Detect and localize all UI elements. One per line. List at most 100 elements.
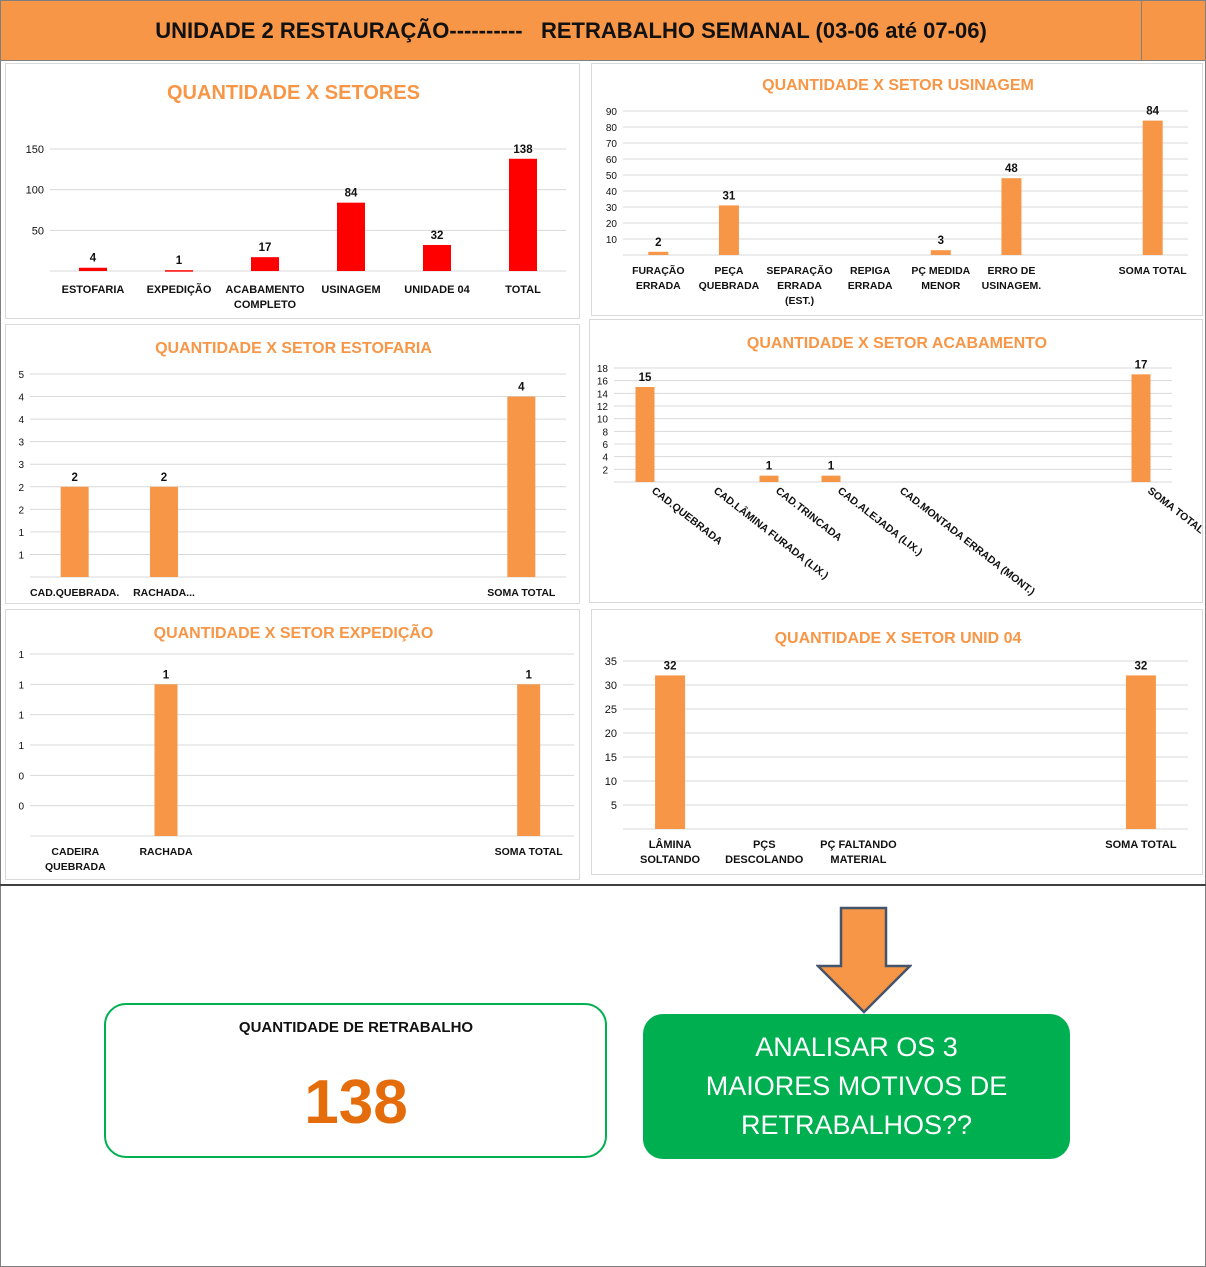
bar <box>507 396 536 577</box>
y-tick-label: 50 <box>606 171 618 182</box>
data-label: 1 <box>828 461 835 473</box>
x-tick-label: PÇS DESCOLANDO <box>725 839 804 866</box>
x-tick-label: SOMA TOTAL <box>495 846 564 858</box>
page-title: UNIDADE 2 RESTAURAÇÃO---------- RETRABAL… <box>155 18 987 43</box>
x-tick-label-line: SEPARAÇÃO <box>766 264 832 277</box>
chart-panel-usinagem: QUANTIDADE X SETOR USINAGEM 10 20 30 40 50 60 7… <box>591 63 1203 316</box>
data-label: 1 <box>525 669 532 681</box>
y-tick-label: 3 <box>18 460 24 471</box>
y-tick-label: 6 <box>602 440 608 451</box>
data-label: 32 <box>1135 660 1148 672</box>
x-tick-label: ERRO DE USINAGEM. <box>982 265 1042 292</box>
y-tick-label: 2 <box>18 505 24 516</box>
x-tick-label-line: CAD.QUEBRADA. <box>30 587 119 599</box>
bar <box>821 475 841 482</box>
x-tick-label-line: PÇS <box>753 839 776 851</box>
arrow-down-icon <box>816 906 912 1014</box>
x-tick-label-line: ACABAMENTO <box>225 284 305 296</box>
x-tick-label: SOMA TOTAL <box>1105 839 1177 851</box>
x-tick-label-line: TOTAL <box>505 284 541 296</box>
data-label: 2 <box>161 472 167 484</box>
chart-title: QUANTIDADE X SETOR UNID 04 <box>775 630 1022 647</box>
bar <box>648 251 669 255</box>
y-tick-label: 30 <box>605 680 617 692</box>
x-tick-label: SOMA TOTAL <box>1119 265 1188 277</box>
x-tick-label-line: SOMA TOTAL <box>1105 839 1177 851</box>
x-tick-label-line: SOMA TOTAL <box>1119 265 1188 277</box>
bar <box>150 486 178 577</box>
chart-title: QUANTIDADE X SETOR ESTOFARIA <box>155 340 432 357</box>
x-tick-label-line: ERRADA <box>636 280 681 292</box>
bar <box>517 684 541 836</box>
data-label: 15 <box>639 372 652 384</box>
x-tick-label-line: SOLTANDO <box>640 854 701 866</box>
bar <box>165 270 193 272</box>
bar <box>655 675 686 829</box>
y-tick-label: 150 <box>26 144 44 156</box>
data-label: 32 <box>431 230 444 242</box>
chart-acabamento: QUANTIDADE X SETOR ACABAMENTO24681012141… <box>597 335 1204 598</box>
y-tick-label: 50 <box>32 225 44 237</box>
x-tick-label-line: SOMA TOTAL <box>495 846 564 858</box>
y-tick-label: 1 <box>18 650 24 661</box>
header-bar: UNIDADE 2 RESTAURAÇÃO---------- RETRABAL… <box>0 0 1206 61</box>
action-callout: ANALISAR OS 3 MAIORES MOTIVOS DE RETRABA… <box>643 1014 1070 1159</box>
header-divider <box>1141 1 1142 61</box>
y-tick-label: 100 <box>26 185 44 197</box>
y-tick-label: 18 <box>597 364 609 375</box>
x-tick-label-line: ERRADA <box>777 280 822 292</box>
y-tick-label: 14 <box>597 389 609 400</box>
y-tick-label: 2 <box>602 465 608 476</box>
x-tick-label: FURAÇÃO ERRADA <box>632 264 685 292</box>
x-tick-label-line: MENOR <box>921 280 961 292</box>
y-tick-label: 0 <box>18 802 24 813</box>
bar <box>251 257 279 271</box>
x-tick-label: TOTAL <box>505 284 541 296</box>
bar <box>759 475 779 482</box>
y-tick-label: 1 <box>18 680 24 691</box>
x-tick-label-line: PEÇA <box>714 265 744 277</box>
x-tick-label-line: PÇ MEDIDA <box>911 265 970 277</box>
chart-panel-setores: QUANTIDADE X SETORES 50 100 150 4 ESTOFARIA 1 E… <box>5 63 580 319</box>
bar <box>337 202 365 271</box>
y-tick-label: 4 <box>18 415 24 426</box>
x-tick-label-line: (EST.) <box>785 295 814 307</box>
y-tick-label: 16 <box>597 377 609 388</box>
x-tick-label: USINAGEM <box>321 284 380 296</box>
chart-panel-expedicao: QUANTIDADE X SETOR EXPEDIÇÃO 0 0 1 1 1 1 CADEIR… <box>5 609 580 880</box>
y-tick-label: 12 <box>597 402 609 413</box>
data-label: 3 <box>938 235 944 247</box>
x-tick-label-line: ESTOFARIA <box>62 284 125 296</box>
x-tick-label-line: QUEBRADA <box>699 280 760 292</box>
x-tick-label: LÂMINA SOLTANDO <box>640 838 701 866</box>
bar <box>1142 120 1163 255</box>
x-tick-label-line: MATERIAL <box>830 854 886 866</box>
x-tick-label-line: USINAGEM <box>321 284 380 296</box>
y-tick-label: 25 <box>605 704 617 716</box>
chart-panel-acabamento: QUANTIDADE X SETOR ACABAMENTO 2 4 6 8 10 12 14 1… <box>589 319 1204 603</box>
data-label: 138 <box>513 144 533 156</box>
data-label: 17 <box>259 242 272 254</box>
y-tick-label: 5 <box>18 370 24 381</box>
y-tick-label: 15 <box>605 752 617 764</box>
data-label: 1 <box>766 461 773 473</box>
x-tick-label-line: DESCOLANDO <box>725 854 804 866</box>
x-tick-label: SEPARAÇÃO ERRADA (EST.) <box>766 264 832 307</box>
y-tick-label: 40 <box>606 187 618 198</box>
bar <box>930 250 951 255</box>
data-label: 2 <box>71 472 77 484</box>
x-tick-label: PÇ MEDIDA MENOR <box>911 265 970 292</box>
bar <box>154 684 178 836</box>
bar <box>718 205 739 255</box>
x-tick-label: UNIDADE 04 <box>404 284 470 296</box>
bar <box>423 244 451 271</box>
x-tick-label-line: USINAGEM. <box>982 280 1042 292</box>
x-tick-label: EXPEDIÇÃO <box>147 283 212 296</box>
x-tick-label-line: LÂMINA <box>649 838 692 851</box>
y-tick-label: 4 <box>18 393 24 404</box>
data-label: 1 <box>163 669 170 681</box>
y-tick-label: 5 <box>611 800 617 812</box>
data-label: 4 <box>518 382 525 394</box>
x-tick-label-line: COMPLETO <box>234 299 297 311</box>
x-tick-label-line: ERRO DE <box>988 265 1036 277</box>
